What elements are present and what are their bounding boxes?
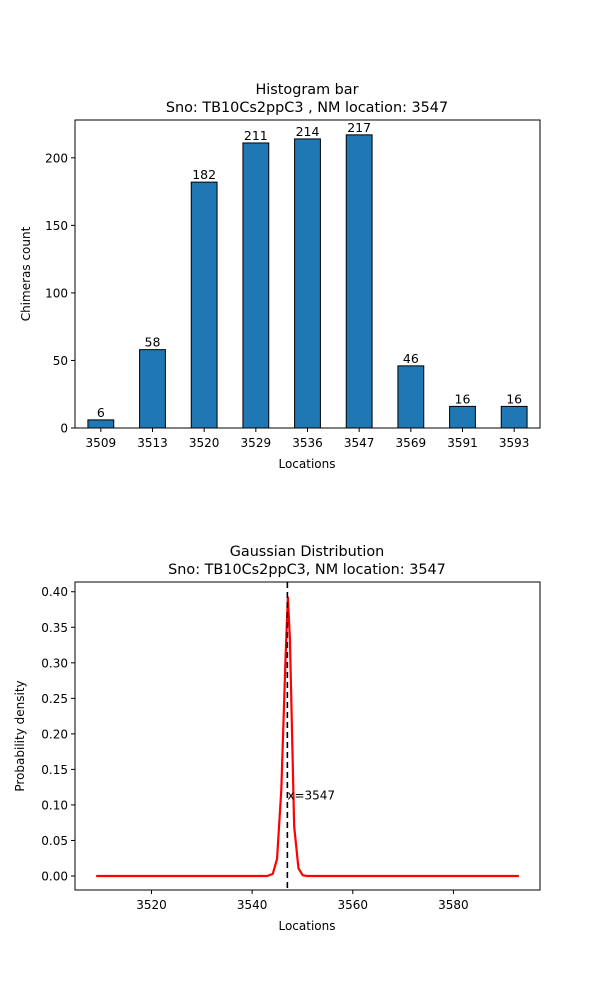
histogram-y-axis-label: Chimeras count xyxy=(19,226,33,321)
gaussian-x-axis-label: Locations xyxy=(278,919,335,933)
histogram-bar-3509 xyxy=(87,419,115,429)
histogram-bar-3536 xyxy=(294,138,321,429)
gaussian-y-tick-label: 0.20 xyxy=(41,727,68,741)
histogram-x-ticks: 3509 3513 3520 3529 3536 3547 3569 3591 3593 xyxy=(86,428,530,450)
gaussian-y-tick-label: 0.05 xyxy=(41,834,68,848)
gaussian-y-tick-label: 0.10 xyxy=(41,798,68,812)
gaussian-x-tick-label: 3540 xyxy=(237,898,268,912)
gaussian-y-ticks: 0.00 0.05 0.10 0.15 0.20 0.25 0.30 0.35 0.40 xyxy=(41,585,75,884)
histogram-x-tick-label: 3536 xyxy=(292,436,323,450)
histogram-bar-label-3536: 214 xyxy=(296,124,320,139)
histogram-y-tick-label: 100 xyxy=(45,286,68,300)
gaussian-title: Gaussian Distribution xyxy=(230,544,385,560)
histogram-bar-3547 xyxy=(345,134,373,429)
histogram-x-tick-label: 3591 xyxy=(447,436,478,450)
histogram-y-tick-label: 0 xyxy=(60,422,68,436)
histogram-bar-3593 xyxy=(500,405,528,429)
histogram-title: Histogram bar xyxy=(255,82,358,98)
histogram-axes-frame xyxy=(74,119,541,429)
gaussian-y-tick-label: 0.30 xyxy=(41,656,68,670)
gaussian-y-axis-label: Probability density xyxy=(13,680,27,791)
histogram-x-tick-label: 3513 xyxy=(137,436,168,450)
histogram-y-tick-label: 200 xyxy=(45,151,68,165)
histogram-x-tick-label: 3547 xyxy=(344,436,375,450)
histogram-bar-3569 xyxy=(397,365,425,429)
nm-location-annotation: x=3547 xyxy=(287,788,335,802)
histogram-bar-labels: 6 58 182 211 214 217 46 16 16 xyxy=(97,120,522,420)
gaussian-y-tick-label: 0.35 xyxy=(41,621,68,635)
histogram-y-ticks: 0 50 100 150 200 xyxy=(45,151,75,436)
histogram-bars xyxy=(87,134,528,429)
histogram-y-tick-label: 150 xyxy=(45,219,68,233)
histogram-subtitle: Sno: TB10Cs2ppC3 , NM location: 3547 xyxy=(166,100,448,116)
histogram-bar-3520 xyxy=(190,181,218,429)
gaussian-x-ticks: 3520 3540 3560 3580 xyxy=(136,890,469,912)
histogram-bar-label-3529: 211 xyxy=(244,128,268,143)
gaussian-axes-frame xyxy=(74,581,541,891)
histogram-bar-label-3520: 182 xyxy=(192,167,216,182)
histogram-bar-3513 xyxy=(139,349,166,429)
gaussian-chart: Gaussian Distribution Sno: TB10Cs2ppC3, … xyxy=(13,544,541,933)
histogram-bar-label-3569: 46 xyxy=(403,351,419,366)
histogram-chart: Histogram bar Sno: TB10Cs2ppC3 , NM loca… xyxy=(19,82,541,471)
gaussian-y-tick-label: 0.00 xyxy=(41,870,68,884)
gaussian-x-tick-label: 3560 xyxy=(338,898,369,912)
gaussian-subtitle: Sno: TB10Cs2ppC3, NM location: 3547 xyxy=(168,562,446,578)
histogram-bar-label-3591: 16 xyxy=(455,391,471,406)
gaussian-y-tick-label: 0.40 xyxy=(41,585,68,599)
histogram-x-tick-label: 3520 xyxy=(189,436,220,450)
gaussian-x-tick-label: 3580 xyxy=(438,898,469,912)
histogram-bar-label-3593: 16 xyxy=(506,391,522,406)
histogram-x-tick-label: 3593 xyxy=(499,436,530,450)
histogram-x-tick-label: 3569 xyxy=(396,436,427,450)
gaussian-x-tick-label: 3520 xyxy=(136,898,167,912)
histogram-bar-label-3547: 217 xyxy=(347,120,371,135)
gaussian-y-tick-label: 0.25 xyxy=(41,692,68,706)
gaussian-y-tick-label: 0.15 xyxy=(41,763,68,777)
histogram-x-tick-label: 3509 xyxy=(86,436,117,450)
histogram-y-tick-label: 50 xyxy=(53,354,68,368)
histogram-bar-label-3513: 58 xyxy=(145,335,161,350)
histogram-bar-label-3509: 6 xyxy=(97,405,105,420)
histogram-x-axis-label: Locations xyxy=(278,457,335,471)
histogram-x-tick-label: 3529 xyxy=(241,436,272,450)
histogram-bar-3591 xyxy=(449,405,476,429)
histogram-bar-3529 xyxy=(242,142,270,429)
